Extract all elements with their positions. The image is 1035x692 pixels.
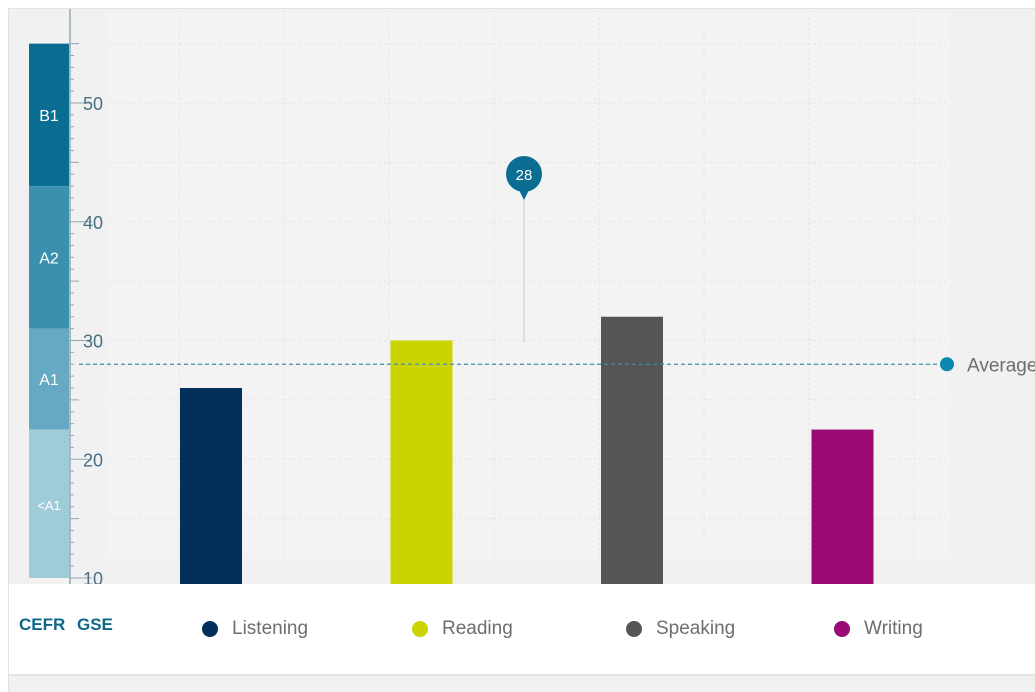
cefr-band-label: B1 xyxy=(39,108,59,125)
y-tick-label: 20 xyxy=(83,450,103,470)
legend-label-speaking: Speaking xyxy=(656,618,736,639)
bar-speaking xyxy=(601,316,663,584)
legend-dot-reading xyxy=(412,621,428,637)
legend-label-listening: Listening xyxy=(232,618,309,639)
legend-dot-listening xyxy=(202,621,218,637)
chart-frame: B1 A2 A1 <A1 10 20 30 40 50 28 Average Listening R… xyxy=(8,8,1035,692)
legend-dot-speaking xyxy=(626,621,642,637)
bar-listening xyxy=(180,388,242,584)
average-label: Average xyxy=(967,355,1035,376)
legend-dot-writing xyxy=(834,621,850,637)
cefr-band-2 xyxy=(29,328,69,430)
legend-bar: Listening Reading Speaking Writing xyxy=(9,584,1035,676)
callout-bubble xyxy=(506,156,542,192)
cefr-band-label: A1 xyxy=(39,372,59,389)
gse-toggle[interactable]: GSE xyxy=(77,615,113,634)
cefr-band-label: A2 xyxy=(39,250,59,267)
cefr-band-3 xyxy=(29,429,69,578)
callout-value: 28 xyxy=(516,167,533,184)
legend-item-listening[interactable]: Listening xyxy=(202,584,308,674)
legend-item-reading[interactable]: Reading xyxy=(412,584,513,674)
legend-item-speaking[interactable]: Speaking xyxy=(626,584,735,674)
legend-label-reading: Reading xyxy=(442,618,513,639)
legend-item-writing[interactable]: Writing xyxy=(834,584,923,674)
cefr-toggle[interactable]: CEFR xyxy=(19,615,66,634)
legend-label-writing: Writing xyxy=(864,618,923,639)
cefr-band-0 xyxy=(29,43,69,187)
y-tick-label: 30 xyxy=(83,332,103,352)
cefr-band-1 xyxy=(29,186,69,329)
y-tick-label: 40 xyxy=(83,213,103,233)
bar-writing xyxy=(811,429,874,584)
cefr-band-label: <A1 xyxy=(37,498,61,513)
average-marker xyxy=(940,357,954,372)
y-tick-label: 50 xyxy=(83,94,103,114)
bar-reading xyxy=(390,340,453,584)
